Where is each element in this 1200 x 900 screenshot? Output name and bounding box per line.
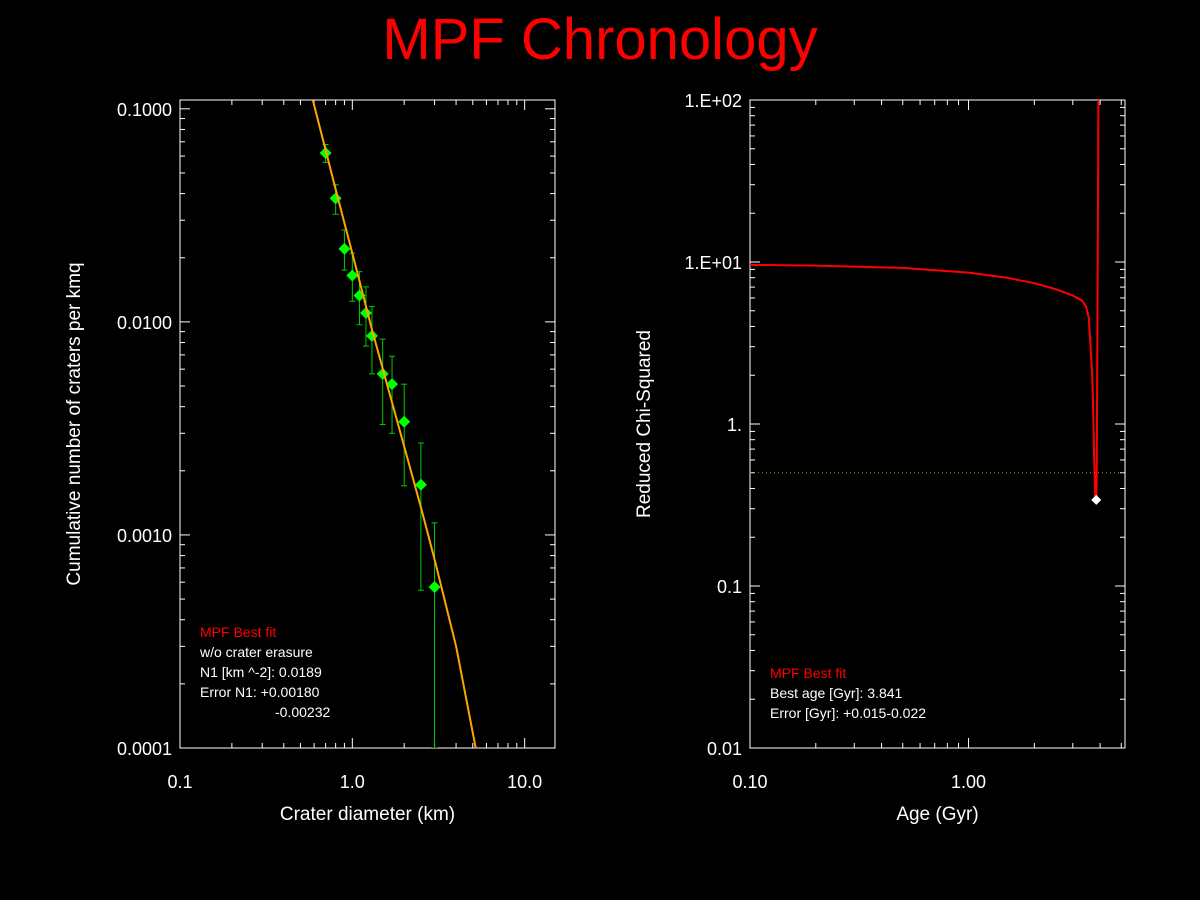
- chi-squared-age-plot: 0.10 1.00 0.01 0.1 1. 1.E+01 1.E+02 Age (Gyr) Re…: [634, 91, 1126, 825]
- x-tick-label: 10.0: [507, 772, 542, 792]
- y-axis-label: Cumulative number of craters per kmq: [64, 262, 85, 585]
- plot-frame: [749, 99, 1126, 749]
- legend-line: Error N1: +0.00180: [200, 684, 320, 700]
- y-tick-label: 0.1000: [117, 100, 172, 120]
- y-tick-label: 0.0100: [117, 313, 172, 333]
- y-tick-label: 0.0010: [117, 526, 172, 546]
- chart-title: MPF Chronology: [382, 7, 818, 72]
- legend-title: MPF Best fit: [770, 665, 846, 681]
- data-point: [346, 269, 359, 282]
- data-point: [414, 478, 427, 491]
- fit-line: [311, 100, 477, 748]
- y-tick-label: 0.1: [717, 577, 742, 597]
- legend-line: Error [Gyr]: +0.015-0.022: [770, 705, 926, 721]
- y-tick-label: 1.: [727, 415, 742, 435]
- y-tick-label: 1.E+01: [684, 253, 742, 273]
- chi-squared-curve: [750, 100, 1100, 501]
- plot-frame: [179, 99, 556, 749]
- best-fit-marker: [1091, 494, 1102, 505]
- y-tick-label: 0.01: [707, 739, 742, 759]
- x-axis-label: Age (Gyr): [896, 804, 978, 825]
- x-tick-label: 0.1: [167, 772, 192, 792]
- data-point: [386, 378, 399, 391]
- x-tick-label: 1.00: [951, 772, 986, 792]
- x-tick-label: 0.10: [732, 772, 767, 792]
- data-point: [428, 580, 441, 593]
- x-tick-label: 1.0: [340, 772, 365, 792]
- x-axis-label: Crater diameter (km): [280, 804, 455, 825]
- y-tick-label: 0.0001: [117, 739, 172, 759]
- legend-line: Best age [Gyr]: 3.841: [770, 685, 903, 701]
- crater-size-frequency-plot: 0.1 1.0 10.0 0.0001 0.0010 0.0100 0.1000 Crater…: [64, 99, 556, 825]
- legend-line: w/o crater erasure: [199, 644, 313, 660]
- legend-line: N1 [km ^-2]: 0.0189: [200, 664, 322, 680]
- legend-title: MPF Best fit: [200, 624, 276, 640]
- data-point: [398, 415, 411, 428]
- y-tick-label: 1.E+02: [684, 91, 742, 111]
- legend-line: -0.00232: [275, 704, 330, 720]
- data-point: [338, 242, 351, 255]
- y-axis-label: Reduced Chi-Squared: [634, 330, 655, 518]
